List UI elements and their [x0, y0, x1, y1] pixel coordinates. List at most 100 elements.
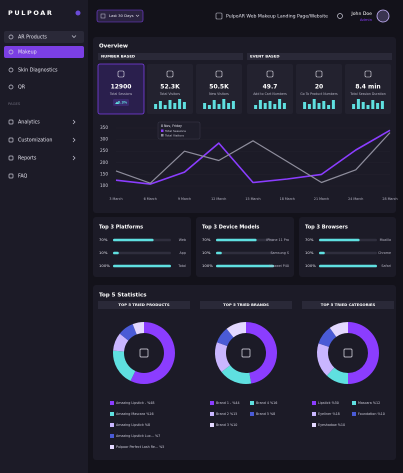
page-item: FAQ	[18, 174, 28, 180]
group-header: NUMBER BASED	[101, 54, 135, 59]
avatar[interactable]	[376, 9, 390, 23]
line-series	[115, 129, 391, 185]
legend-name: Amazing Lipstick	[116, 423, 144, 427]
legend-value: %8	[145, 423, 150, 427]
sidebar-toggle[interactable]	[75, 10, 81, 16]
bar-category: Chrome	[378, 251, 391, 255]
bar	[319, 251, 325, 255]
spark-bar	[317, 103, 321, 109]
bar-value-label: 10%	[202, 250, 211, 255]
donut-segment	[348, 322, 379, 384]
x-tick-label: 6 March	[144, 197, 157, 201]
page-icon	[8, 155, 14, 161]
spark-bar	[182, 102, 186, 109]
stat-icon	[364, 70, 372, 78]
spark-bar	[163, 105, 167, 109]
y-tick-label: 250	[100, 148, 108, 153]
stat-icon	[215, 70, 223, 78]
group-header-bg	[247, 53, 392, 60]
stat-card	[147, 64, 193, 114]
bar-category: Samsung S	[271, 251, 289, 255]
page-icon	[8, 137, 14, 143]
legend-value: %5	[159, 445, 164, 449]
chevron	[135, 14, 140, 17]
legend-name: Eyeshadow	[318, 423, 337, 427]
page-item: Customization	[18, 138, 52, 144]
user-role: Admin	[360, 17, 373, 22]
y-tick-label: 100	[100, 183, 108, 188]
donut-segment	[326, 367, 348, 384]
bar-value-label: 100%	[202, 263, 213, 268]
donut-segment	[216, 328, 234, 347]
menu-item: AR Products	[18, 35, 47, 41]
legend-swatch	[250, 412, 254, 416]
legend-swatch	[312, 401, 316, 405]
stat-card	[196, 64, 242, 114]
top3-card	[93, 217, 191, 277]
spark-bar	[380, 101, 384, 109]
spark-bar	[158, 101, 162, 109]
legend-entry: Amazing Lipstick Lux... %7	[116, 434, 160, 438]
donut-center	[125, 334, 163, 372]
legend-swatch	[352, 401, 356, 405]
legend-swatch	[250, 401, 254, 405]
bar	[113, 238, 154, 242]
spark-bar	[371, 100, 375, 109]
section-header-bg	[200, 301, 292, 309]
bar-value-label: 100%	[99, 263, 110, 268]
legend-value: %10	[230, 423, 237, 427]
spark-bar	[307, 104, 311, 109]
donut-segment	[119, 324, 137, 341]
bar-value-label: 100%	[305, 263, 316, 268]
bar	[319, 264, 377, 268]
menu-icon	[8, 49, 14, 55]
spark-bar	[258, 100, 262, 109]
date-dropdown[interactable]	[96, 9, 144, 23]
legend-swatch	[161, 129, 164, 132]
stat-label: Total Sessions	[109, 92, 133, 96]
legend-value: %10	[377, 412, 384, 416]
section-header: TOP 5 TRIED PRODUCTS	[118, 302, 169, 307]
stat-label: Total Visitors	[159, 92, 181, 96]
menu-item-bg[interactable]	[4, 31, 84, 43]
menu-icon	[8, 34, 14, 40]
x-tick-label: 3 March	[109, 197, 122, 201]
stat-icon	[266, 70, 274, 78]
spark-bar	[203, 103, 207, 109]
group-header: EVENT BASED	[250, 54, 280, 59]
x-tick-label: 9 March	[178, 197, 191, 201]
theme-toggle[interactable]	[337, 13, 343, 19]
menu-item-bg[interactable]	[4, 46, 84, 58]
legend-name: Amazing Mascara	[116, 412, 145, 416]
spark-bar	[178, 99, 182, 109]
stat-label: New Visitors	[209, 92, 229, 96]
calendar-icon	[100, 13, 106, 19]
section-header: TOP 5 TRIED BRANDS	[223, 302, 269, 307]
x-tick-label: 24 March	[348, 197, 363, 201]
bar-track	[216, 251, 274, 255]
legend-entry: Amazing Mascara %16	[116, 412, 154, 416]
chevron	[72, 155, 76, 161]
spark-bar	[254, 105, 258, 109]
section-label: PAGES	[8, 101, 21, 106]
legend-name: Brand 5	[256, 412, 269, 416]
legend-name: Mascara	[358, 401, 372, 405]
bar-value-label: 70%	[305, 237, 314, 242]
chevron	[71, 35, 77, 38]
donut-segment	[130, 322, 176, 384]
bar-value-label: 10%	[99, 250, 108, 255]
top3-card	[299, 217, 396, 277]
spark-bar	[361, 102, 365, 109]
legend-entry: Brand 3 %10	[216, 423, 237, 427]
spark-bar	[217, 104, 221, 109]
bar	[113, 251, 119, 255]
card-title: Top 3 Device Models	[202, 225, 259, 231]
spark-bar	[168, 100, 172, 109]
bar	[113, 264, 171, 268]
section-header-bg	[98, 301, 190, 309]
legend-swatch	[312, 423, 316, 427]
legend-name: Brand 4	[256, 401, 269, 405]
site-icon	[215, 12, 223, 20]
donut-segment	[318, 327, 337, 347]
